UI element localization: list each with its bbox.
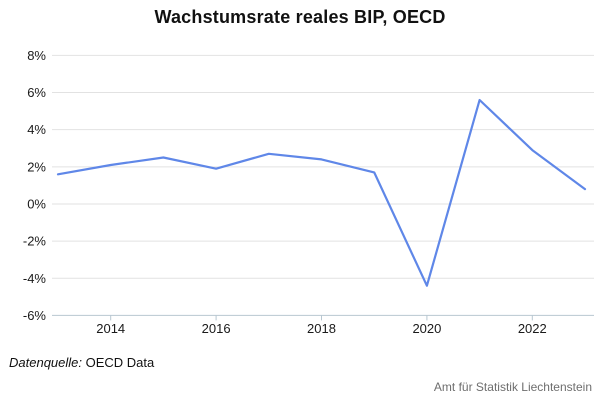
y-tick-label: 0% xyxy=(27,196,46,211)
x-tick-label: 2020 xyxy=(412,321,441,336)
gridlines xyxy=(52,54,594,316)
x-axis-ticks: 2014 2016 2018 2020 2022 xyxy=(96,315,547,336)
attribution-text: Amt für Statistik Liechtenstein xyxy=(433,380,592,394)
y-axis-labels: 8% 6% 4% 2% 0% -2% -4% -6% xyxy=(23,48,47,323)
y-tick-label: 6% xyxy=(27,85,46,100)
data-source-value: OECD Data xyxy=(85,355,155,370)
y-tick-label: -2% xyxy=(23,234,47,249)
y-tick-label: 8% xyxy=(27,48,46,63)
x-tick-label: 2016 xyxy=(202,321,231,336)
y-tick-label: -4% xyxy=(23,271,47,286)
x-tick-label: 2022 xyxy=(518,321,547,336)
y-tick-label: -6% xyxy=(23,308,47,323)
data-source-label: Datenquelle: xyxy=(9,355,82,370)
chart-title: Wachstumsrate reales BIP, OECD xyxy=(154,7,446,27)
y-tick-label: 2% xyxy=(27,159,46,174)
x-tick-label: 2018 xyxy=(307,321,336,336)
y-tick-label: 4% xyxy=(27,122,46,137)
x-tick-label: 2014 xyxy=(96,321,125,336)
gdp-growth-line xyxy=(56,98,587,287)
data-source-note: Datenquelle: OECD Data xyxy=(9,355,154,370)
